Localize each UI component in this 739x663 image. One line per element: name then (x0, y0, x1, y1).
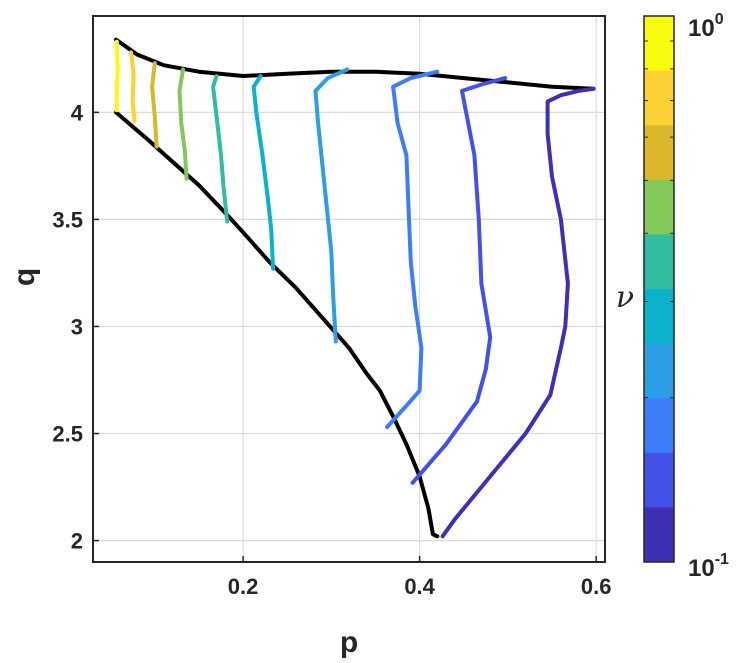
x-ticks: 0.2 0.4 0.6 (228, 556, 612, 599)
series-line-6 (313, 67, 350, 344)
colorbar-frame (643, 15, 675, 563)
colorbar-segment-0 (644, 16, 674, 72)
colorbar-bottom-tick-base: 10 (688, 555, 715, 582)
y-axis-label: q (8, 268, 41, 286)
y-tick-label: 2.5 (52, 422, 83, 447)
series-line-7 (385, 69, 440, 430)
series-line-2 (150, 61, 159, 149)
colorbar-segment-6 (644, 343, 674, 399)
y-ticks: 2 2.5 3 3.5 4 (52, 100, 99, 554)
series-line-5 (251, 74, 276, 271)
colorbar-top-tick-label: 100 (688, 11, 724, 42)
y-tick-label: 3.5 (52, 207, 83, 232)
series-line-0 (114, 39, 120, 113)
colorbar-bottom-tick-exp: -1 (715, 551, 729, 568)
colorbar-label: ν (616, 280, 634, 315)
x-tick-label: 0.2 (228, 574, 259, 599)
series-line-9 (440, 86, 596, 539)
colorbar-segment-3 (644, 179, 674, 235)
series-line-3 (177, 67, 189, 181)
colorbar-top-tick-base: 10 (688, 15, 715, 42)
colorbar-segment-1 (644, 70, 674, 126)
series-line-1 (129, 50, 137, 123)
colorbar-segment-7 (644, 398, 674, 454)
x-axis-label: p (340, 626, 358, 659)
y-tick-label: 4 (71, 100, 84, 125)
series-line-8 (410, 76, 508, 485)
colorbar-segment-2 (644, 125, 674, 181)
x-tick-label: 0.6 (581, 574, 612, 599)
colorbar-bottom-tick-label: 10-1 (688, 551, 729, 582)
y-tick-label: 2 (71, 529, 83, 554)
colorbar (643, 15, 675, 563)
axes-box (92, 15, 606, 563)
series-line-4 (211, 74, 230, 224)
colorbar-segment-9 (644, 507, 674, 563)
grid (93, 16, 605, 562)
y-tick-label: 3 (71, 314, 83, 339)
boundary-top (114, 37, 596, 91)
colorbar-segment-5 (644, 289, 674, 345)
colorbar-top-tick-exp: 0 (715, 11, 724, 28)
x-tick-label: 0.4 (404, 574, 435, 599)
series-group (114, 39, 596, 539)
colorbar-segment-4 (644, 234, 674, 290)
colorbar-segment-8 (644, 452, 674, 508)
